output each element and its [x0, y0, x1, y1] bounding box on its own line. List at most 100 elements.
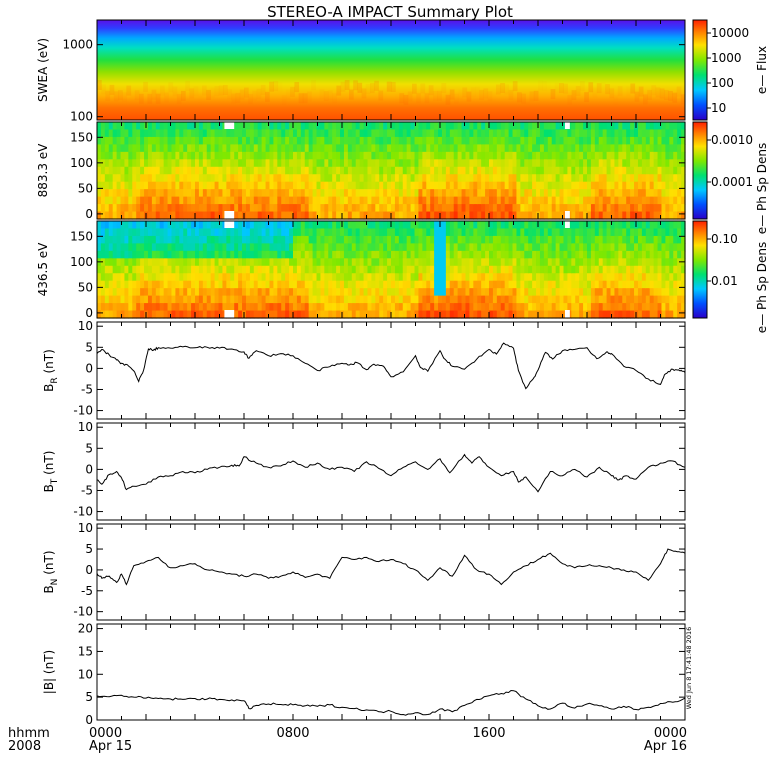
spectrogram-cell — [257, 250, 263, 259]
spectrogram-cell — [496, 303, 502, 312]
spectrogram-cell — [214, 136, 220, 145]
spectrogram-cell — [453, 243, 459, 252]
spectrogram-cell — [418, 273, 423, 282]
spectrogram-cell — [124, 235, 129, 244]
spectrogram-cell — [347, 295, 353, 304]
spectrogram-cell — [151, 204, 157, 213]
spectrogram-cell — [159, 174, 165, 183]
spectrogram-cell — [273, 258, 278, 267]
spectrogram-cell — [296, 136, 302, 145]
spectrogram-cell — [524, 258, 529, 267]
spectrogram-cell — [410, 303, 416, 312]
spectrogram-cell — [402, 303, 408, 312]
spectrogram-cell — [312, 204, 318, 213]
spectrogram-cell — [669, 181, 674, 190]
spectrogram-cell — [245, 228, 251, 237]
spectrogram-cell — [304, 151, 310, 160]
spectrogram-cell — [441, 243, 447, 252]
spectrogram-cell — [398, 273, 404, 282]
spectrogram-cell — [677, 181, 682, 190]
spectrogram-cell — [120, 136, 126, 145]
spectrogram-cell — [634, 250, 639, 259]
spectrogram-cell — [363, 235, 369, 244]
spectrogram-cell — [151, 166, 157, 175]
spectrogram-cell — [347, 122, 353, 131]
spectrogram-cell — [434, 280, 439, 289]
spectrogram-cell — [347, 151, 353, 160]
spectrogram-cell — [481, 288, 486, 297]
spectrogram-cell — [661, 221, 666, 230]
spectrogram-cell — [614, 265, 619, 274]
spectrogram-cell — [481, 144, 486, 153]
spectrogram-cell — [238, 181, 243, 190]
series-line-bt — [96, 453, 686, 493]
swea-texture — [622, 80, 627, 90]
spectrogram-cell — [594, 243, 600, 252]
spectrogram-cell — [496, 258, 502, 267]
spectrogram-cell — [653, 144, 659, 153]
spectrogram-cell — [242, 228, 247, 237]
spectrogram-cell — [265, 288, 271, 297]
spectrogram-cell — [504, 228, 510, 237]
spectrogram-cell — [316, 303, 322, 312]
spectrogram-cell — [214, 310, 220, 319]
spectrogram-cell — [489, 243, 494, 252]
series-line-br — [96, 342, 686, 390]
spectrogram-cell — [128, 129, 133, 138]
swea-texture — [290, 86, 295, 97]
spectrogram-cell — [590, 129, 596, 138]
data-gap — [224, 211, 235, 219]
spectrogram-cell — [681, 122, 686, 131]
spectrogram-cell — [257, 144, 263, 153]
spectrogram-cell — [140, 273, 145, 282]
spectrogram-cell — [226, 174, 231, 183]
spectrogram-cell — [104, 196, 110, 205]
spectrogram-cell — [167, 151, 173, 160]
spectrogram-cell — [340, 129, 345, 138]
spectrogram-cell — [657, 295, 663, 304]
spectrogram-cell — [179, 204, 184, 213]
spectrogram-cell — [673, 144, 678, 153]
spectrogram-cell — [414, 151, 420, 160]
spectrogram-cell — [508, 122, 514, 131]
spectrogram-cell — [489, 166, 494, 175]
spectrogram-cell — [630, 174, 635, 183]
spectrogram-cell — [296, 189, 302, 198]
spectrogram-cell — [496, 196, 502, 205]
spectrogram-cell — [434, 303, 439, 312]
spectrogram-cell — [575, 174, 580, 183]
spectrogram-cell — [637, 136, 643, 145]
swea-texture — [500, 83, 505, 94]
spectrogram-cell — [187, 166, 192, 175]
spectrogram-cell — [681, 250, 686, 259]
spectrogram-cell — [328, 181, 333, 190]
spectrogram-cell — [489, 250, 494, 259]
spectrogram-cell — [551, 174, 557, 183]
spectrogram-cell — [649, 228, 655, 237]
spectrogram-cell — [457, 166, 463, 175]
spectrogram-cell — [359, 280, 365, 289]
spectrogram-cell — [449, 122, 455, 131]
spectrogram-cell — [602, 211, 608, 220]
spectrogram-cell — [289, 159, 294, 168]
spectrogram-cell — [132, 181, 137, 190]
spectrogram-cell — [438, 136, 443, 145]
spectrogram-cell — [634, 129, 639, 138]
spectrogram-cell — [512, 258, 518, 267]
spectrogram-cell — [100, 129, 106, 138]
spectrogram-cell — [634, 189, 639, 198]
spectrogram-cell — [195, 228, 200, 237]
spectrogram-cell — [206, 221, 212, 230]
spectrogram-cell — [324, 151, 329, 160]
spectrogram-cell — [151, 295, 157, 304]
spectrogram-cell — [343, 122, 349, 131]
spectrogram-cell — [116, 151, 122, 160]
spectrogram-cell — [469, 221, 474, 230]
spectrogram-cell — [332, 166, 337, 175]
spectrogram-cell — [637, 151, 643, 160]
swea-texture — [614, 95, 619, 105]
spectrogram-cell — [171, 280, 176, 289]
spectrogram-cell — [528, 235, 533, 244]
spectrogram-cell — [587, 166, 592, 175]
spectrogram-cell — [316, 265, 322, 274]
